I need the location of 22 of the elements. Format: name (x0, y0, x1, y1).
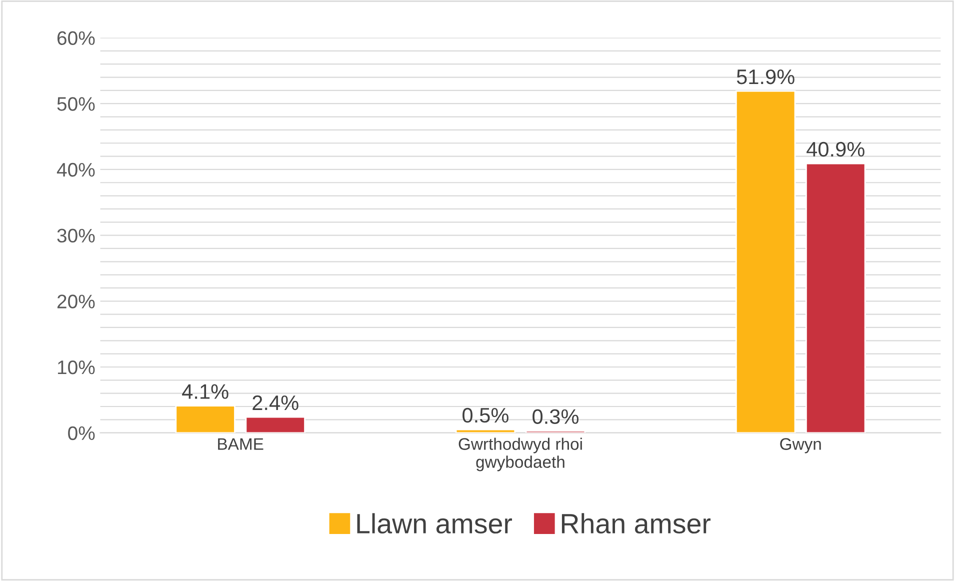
bar (175, 405, 236, 433)
x-tick-label: BAME (218, 438, 264, 450)
data-label: 51.9% (736, 69, 794, 84)
data-label: 4.1% (182, 384, 228, 399)
data-label: 0.3% (532, 409, 578, 424)
data-label: 2.4% (252, 395, 298, 410)
data-label: 40.9% (806, 142, 864, 157)
y-tick-label: 40% (56, 162, 95, 177)
data-label: 0.5% (462, 408, 508, 423)
y-tick-label: 10% (58, 360, 95, 374)
bar (245, 416, 306, 433)
bar (735, 90, 796, 433)
y-tick-label: 0% (68, 426, 95, 440)
y-tick-label: 50% (57, 97, 95, 111)
legend-label: Rhan amser (562, 513, 711, 534)
x-tick-label: Gwrthodwyd rhoi gwybodaeth (458, 438, 582, 472)
y-tick-label: 60% (57, 31, 95, 45)
y-tick-label: 30% (57, 228, 95, 243)
y-tick-label: 20% (57, 294, 95, 308)
bar (806, 162, 866, 433)
legend-label: Llawn amser (357, 513, 512, 534)
x-tick-label: Gwyn (780, 438, 821, 454)
